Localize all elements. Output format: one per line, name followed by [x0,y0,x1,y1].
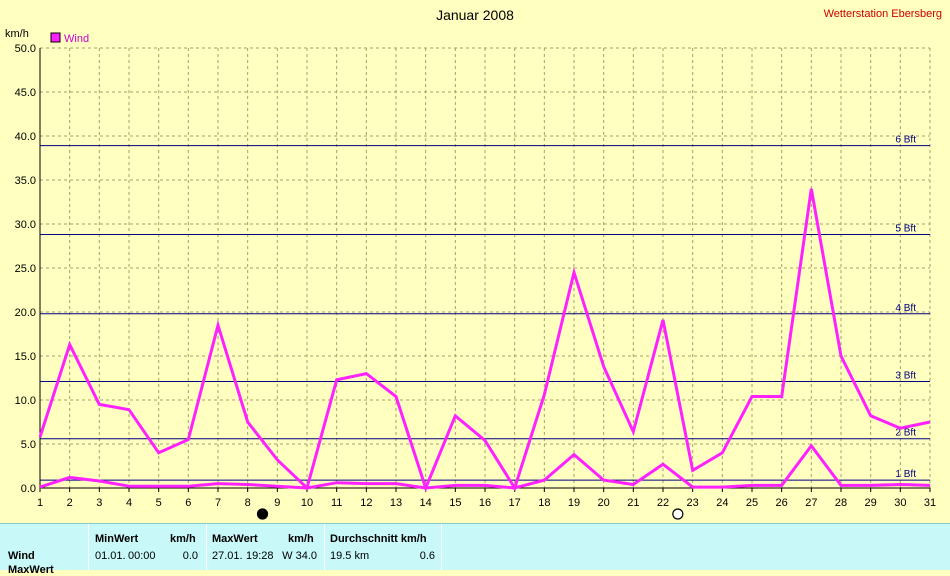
stats-row-label: Wind [8,550,35,562]
beaufort-label: 6 Bft [895,135,916,146]
full-moon-icon [256,508,269,520]
x-tick-label: 29 [865,497,877,509]
max-date: 27.01. [212,550,243,562]
x-tick-label: 8 [245,497,251,509]
y-tick-label: 5.0 [21,439,36,451]
y-tick-label: 0.0 [21,483,36,495]
avg-header: Durchschnitt km/h [330,533,427,545]
x-tick-label: 5 [156,497,162,509]
y-tick-label: 10.0 [15,395,36,407]
x-tick-label: 12 [360,497,372,509]
x-tick-label: 6 [185,497,191,509]
x-tick-label: 21 [627,497,639,509]
min-value: 0.0 [182,550,198,562]
x-tick-label: 16 [479,497,491,509]
max-header: MaxWert [212,533,258,545]
y-tick-label: 25.0 [15,263,36,275]
chart-title: Januar 2008 [436,7,514,23]
x-tick-label: 19 [568,497,580,509]
max-unit: km/h [288,533,314,545]
stats-row2-label: MaxWert [8,564,54,576]
x-tick-label: 27 [805,497,817,509]
min-time: 00:00 [128,550,156,562]
x-tick-label: 17 [509,497,521,509]
x-tick-label: 9 [274,497,280,509]
y-tick-label: 35.0 [15,175,36,187]
x-tick-label: 20 [598,497,610,509]
max-time: 19:28 [246,550,274,562]
x-tick-label: 28 [835,497,847,509]
x-tick-label: 23 [687,497,699,509]
y-tick-label: 40.0 [15,131,36,143]
x-tick-label: 26 [776,497,788,509]
legend-label: Wind [64,33,89,45]
x-tick-label: 25 [746,497,758,509]
beaufort-label: 4 Bft [895,303,916,314]
x-tick-label: 31 [924,497,936,509]
min-header: MinWert [95,533,139,545]
x-tick-label: 24 [716,497,728,509]
series-line-secondary [39,443,931,490]
x-tick-label: 1 [37,497,43,509]
avg-value: 0.6 [419,550,435,562]
x-tick-label: 10 [301,497,313,509]
x-tick-label: 18 [538,497,550,509]
x-tick-label: 14 [420,497,432,509]
series-line-wind [38,188,931,493]
x-tick-label: 15 [449,497,461,509]
y-tick-label: 20.0 [15,307,36,319]
x-tick-label: 13 [390,497,402,509]
y-tick-label: 45.0 [15,87,36,99]
legend-swatch [50,32,61,43]
y-tick-label: 50.0 [15,43,36,55]
beaufort-label: 3 Bft [895,371,916,382]
x-tick-label: 4 [126,497,132,509]
y-unit-label: km/h [5,28,29,40]
beaufort-label: 5 Bft [895,224,916,235]
y-tick-label: 15.0 [15,351,36,363]
chart-area: Januar 2008 Wetterstation Ebersberg km/h… [5,7,942,520]
plot-area: 0.0 5.0 10.0 15.0 20.0 25.0 30.0 35.0 40.0 45.0 50… [15,43,936,520]
y-tick-label: 30.0 [15,219,36,231]
min-date: 01.01. [95,550,126,562]
x-tick-label: 11 [331,497,342,509]
x-tick-label: 30 [894,497,906,509]
new-moon-icon [672,508,684,520]
x-tick-label: 3 [96,497,102,509]
beaufort-label: 1 Bft [895,469,916,480]
max-value: W 34.0 [282,550,317,562]
station-name: Wetterstation Ebersberg [824,8,942,20]
x-tick-label: 22 [657,497,669,509]
x-tick-label: 7 [215,497,221,509]
stats-table: Wind MaxWert MinWert km/h 01.01. 00:00 0… [0,523,950,576]
avg-distance: 19.5 km [330,550,370,562]
beaufort-label: 2 Bft [895,428,916,439]
x-tick-label: 2 [67,497,73,509]
min-unit: km/h [170,533,196,545]
